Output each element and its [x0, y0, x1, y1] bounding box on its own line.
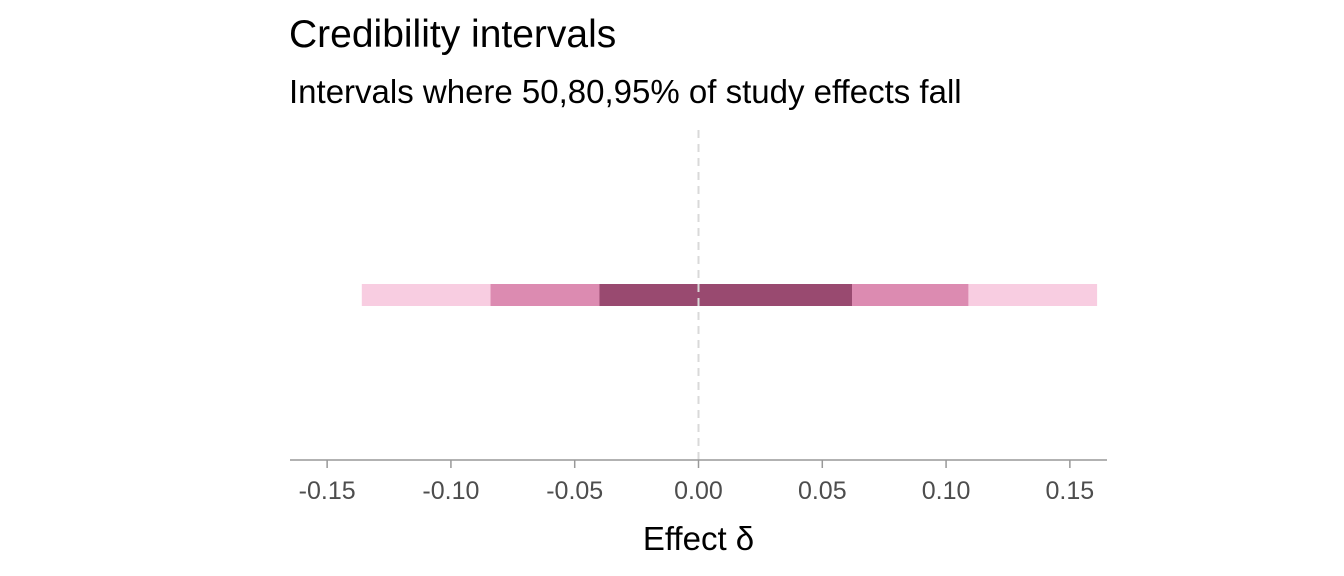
x-axis-title: Effect δ: [643, 520, 754, 557]
chart-subtitle: Intervals where 50,80,95% of study effec…: [289, 73, 962, 110]
interval-bar-50: [599, 284, 852, 306]
x-tick-label: 0.15: [1046, 477, 1095, 505]
chart-title: Credibility intervals: [289, 13, 617, 56]
x-tick-label: 0.00: [674, 477, 723, 505]
x-tick-label: -0.05: [546, 477, 603, 505]
x-tick-label: 0.10: [922, 477, 971, 505]
intervals-layer: [361, 284, 1098, 306]
x-tick-label: 0.05: [798, 477, 847, 505]
x-tick-label: -0.15: [299, 477, 356, 505]
x-tick-label: -0.10: [422, 477, 479, 505]
x-axis-ticks: -0.15 -0.10 -0.05 0.00 0.05 0.10 0.15: [299, 460, 1095, 505]
